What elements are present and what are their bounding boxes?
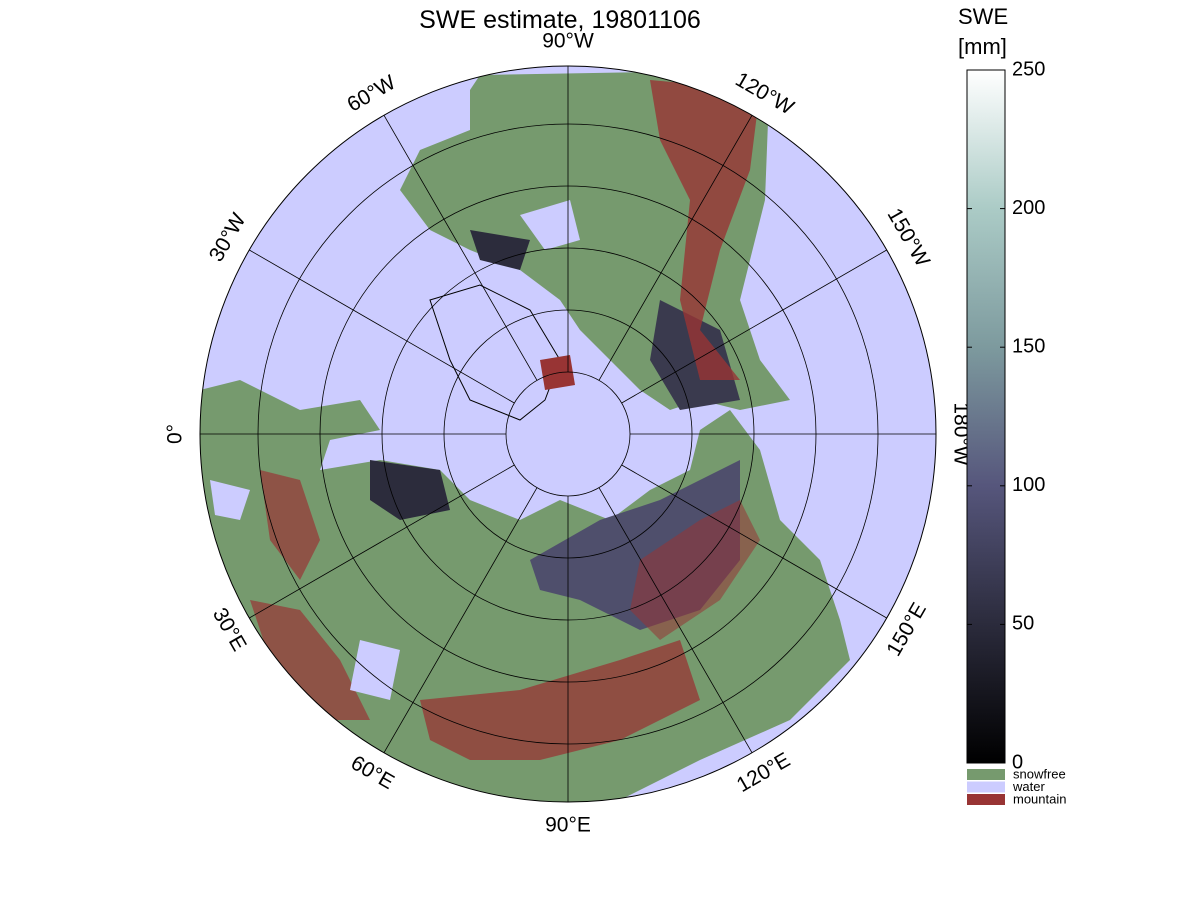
snow — [370, 460, 450, 520]
meridian-label: 0° — [164, 424, 187, 444]
graticule — [200, 66, 936, 802]
legend-label: water — [1012, 779, 1045, 794]
legend-swatch — [967, 769, 1005, 780]
greenland — [429, 284, 561, 421]
tick-label: 50 — [1012, 613, 1034, 635]
tick-label: 200 — [1012, 197, 1045, 219]
mountain-area — [250, 600, 370, 720]
meridian-label: 90°E — [545, 814, 591, 837]
title: SWE estimate, 19801106 — [419, 6, 701, 34]
legend-swatch — [967, 794, 1005, 805]
meridian — [621, 464, 887, 619]
mountain-area — [420, 640, 700, 760]
tick-label: 250 — [1012, 58, 1045, 80]
legend-label: mountain — [1013, 791, 1066, 806]
tick-label: 0 — [1012, 751, 1023, 773]
mountain-area — [260, 470, 320, 580]
legend-label: snowfree — [1013, 766, 1066, 781]
map — [200, 66, 936, 802]
snow — [470, 230, 530, 270]
meridian — [621, 249, 887, 404]
meridian — [249, 464, 515, 619]
colorbar-label: SWE — [958, 4, 1008, 29]
colorbar-label: [mm] — [958, 34, 1007, 59]
colorbar — [966, 69, 1006, 764]
meridian — [249, 249, 515, 404]
meridian — [383, 115, 538, 381]
map-frame — [199, 65, 937, 803]
sea — [350, 640, 400, 700]
meridian — [598, 487, 753, 753]
lake — [520, 200, 580, 250]
mountain-area — [650, 80, 760, 380]
meridian — [598, 115, 753, 381]
colorbar-ticks: 0 50 100 150 200 250 — [967, 58, 1045, 773]
sea — [210, 480, 250, 520]
meridian-label: 90°W — [542, 30, 594, 53]
tick-label: 100 — [1012, 474, 1045, 496]
tick-label: 150 — [1012, 335, 1045, 357]
legend-swatch — [967, 781, 1005, 793]
meridian — [383, 487, 538, 753]
